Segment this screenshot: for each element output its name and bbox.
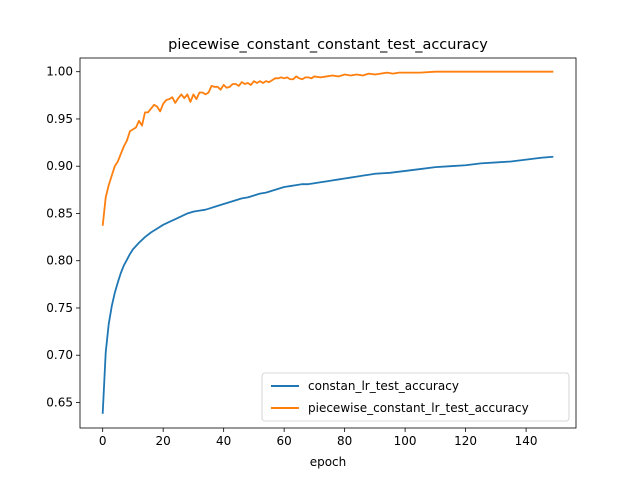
legend-frame [261, 372, 570, 422]
x-tick-label: 20 [156, 434, 171, 448]
y-tick-label: 0.70 [46, 348, 73, 362]
y-tick-label: 0.65 [46, 395, 73, 409]
x-axis: 0 20 40 60 80 100 120 140 [99, 428, 538, 448]
legend-label-piecewise-constant-lr: piecewise_constant_lr_test_accuracy [308, 401, 529, 415]
y-tick-label: 0.90 [46, 159, 73, 173]
x-tick-label: 0 [99, 434, 107, 448]
legend: constan_lr_test_accuracy piecewise_const… [261, 372, 570, 422]
y-tick-label: 1.00 [46, 65, 73, 79]
x-axis-label: epoch [310, 455, 347, 469]
y-tick-label: 0.85 [46, 206, 73, 220]
plot-area [79, 57, 577, 429]
x-tick-label: 80 [337, 434, 352, 448]
series-lines [101, 70, 554, 414]
x-tick-label: 100 [394, 434, 417, 448]
series-line-piecewise-constant-lr-test-accuracy [101, 70, 554, 226]
x-tick-label: 120 [454, 434, 477, 448]
series-line-constan-lr-test-accuracy [101, 155, 554, 414]
chart-title: piecewise_constant_constant_test_accurac… [168, 37, 488, 53]
y-tick-label: 0.80 [46, 254, 73, 268]
legend-label-constan-lr: constan_lr_test_accuracy [308, 379, 459, 393]
y-tick-label: 0.95 [46, 112, 73, 126]
y-tick-label: 0.75 [46, 301, 73, 315]
x-tick-label: 140 [515, 434, 538, 448]
x-tick-label: 60 [277, 434, 292, 448]
x-tick-label: 40 [216, 434, 231, 448]
y-axis: 0.65 0.70 0.75 0.80 0.85 0.90 0.95 1.00 [46, 65, 80, 409]
